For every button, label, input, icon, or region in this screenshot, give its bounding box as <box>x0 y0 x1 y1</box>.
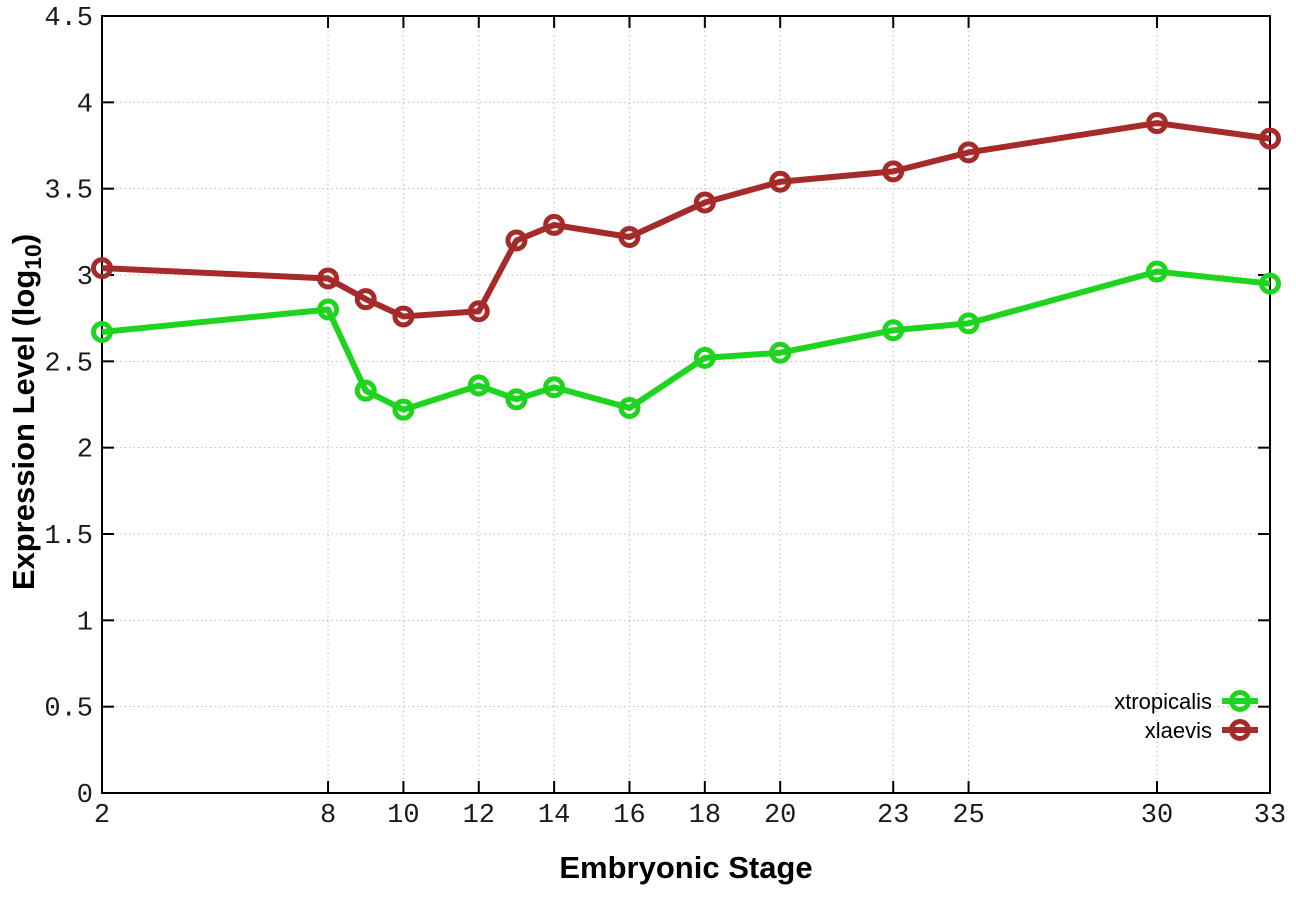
y-tick-label: 2 <box>77 436 93 466</box>
axis-tick-labels: 2 8 10 12 14 16 18 20 23 25 30 33 0 0.5 1 1.5 2 2.5 3 3.5 4 4… <box>44 4 1286 831</box>
x-tick-label: 2 <box>94 801 110 831</box>
x-tick-label: 23 <box>877 801 909 831</box>
x-tick-label: 20 <box>764 801 796 831</box>
legend-label-xlaevis: xlaevis <box>1145 718 1212 743</box>
y-tick-label: 0.5 <box>44 695 93 725</box>
data-point-xtropicalis <box>769 341 792 364</box>
data-point-xtropicalis <box>1259 272 1281 295</box>
x-tick-label: 30 <box>1141 801 1173 831</box>
data-series <box>91 112 1281 421</box>
data-point-xlaevis <box>882 160 905 183</box>
x-tick-label: 10 <box>387 801 419 831</box>
y-axis-title-close: ) <box>6 234 41 244</box>
x-tick-label: 16 <box>613 801 645 831</box>
data-point-xlaevis <box>392 305 415 328</box>
data-point-xlaevis <box>543 213 566 236</box>
data-point-xlaevis <box>354 288 377 311</box>
legend-marker-xlaevis <box>1229 719 1251 741</box>
x-tick-label: 14 <box>538 801 570 831</box>
data-point-xlaevis <box>1145 112 1168 135</box>
y-tick-label: 1 <box>77 608 93 638</box>
data-point-xlaevis <box>505 229 528 252</box>
data-point-xtropicalis <box>91 320 113 343</box>
x-tick-label: 8 <box>320 801 336 831</box>
data-point-xtropicalis <box>354 379 377 402</box>
x-tick-label: 25 <box>952 801 984 831</box>
data-point-xtropicalis <box>317 298 340 321</box>
x-tick-label: 18 <box>689 801 721 831</box>
x-tick-label: 33 <box>1254 801 1286 831</box>
y-tick-label: 2.5 <box>44 349 93 379</box>
y-tick-label: 3 <box>77 263 93 293</box>
data-point-xtropicalis <box>505 388 528 411</box>
data-point-xlaevis <box>618 226 641 249</box>
data-point-xtropicalis <box>882 319 905 342</box>
legend: xtropicalis xlaevis <box>1114 689 1258 743</box>
data-point-xlaevis <box>467 300 490 323</box>
data-point-xlaevis <box>769 170 792 193</box>
y-axis-title: Expression Level (log10) <box>6 234 46 590</box>
data-point-xtropicalis <box>1145 260 1168 283</box>
y-axis-title-main: Expression Level (log <box>6 270 41 590</box>
legend-marker-xtropicalis <box>1229 690 1251 712</box>
y-tick-label: 4.5 <box>44 4 93 34</box>
data-point-xtropicalis <box>392 398 415 421</box>
legend-label-xtropicalis: xtropicalis <box>1114 689 1212 714</box>
y-tick-label: 0 <box>77 781 93 811</box>
data-point-xlaevis <box>693 191 716 214</box>
y-tick-label: 4 <box>77 90 93 120</box>
y-tick-label: 1.5 <box>44 522 93 552</box>
data-point-xlaevis <box>1259 127 1281 150</box>
plot-border <box>101 15 1271 794</box>
data-point-xlaevis <box>957 141 980 164</box>
y-axis-title-subscript: 10 <box>20 244 46 270</box>
data-point-xtropicalis <box>543 376 566 399</box>
x-axis-title: Embryonic Stage <box>559 850 812 885</box>
data-point-xlaevis <box>317 267 340 290</box>
x-tick-label: 12 <box>463 801 495 831</box>
series-line-xtropicalis <box>101 268 1271 413</box>
data-point-xtropicalis <box>693 346 716 369</box>
data-point-xtropicalis <box>957 312 980 335</box>
data-point-xtropicalis <box>618 396 641 419</box>
y-tick-label: 3.5 <box>44 177 93 207</box>
data-point-xtropicalis <box>467 374 490 397</box>
data-point-xlaevis <box>91 257 113 280</box>
